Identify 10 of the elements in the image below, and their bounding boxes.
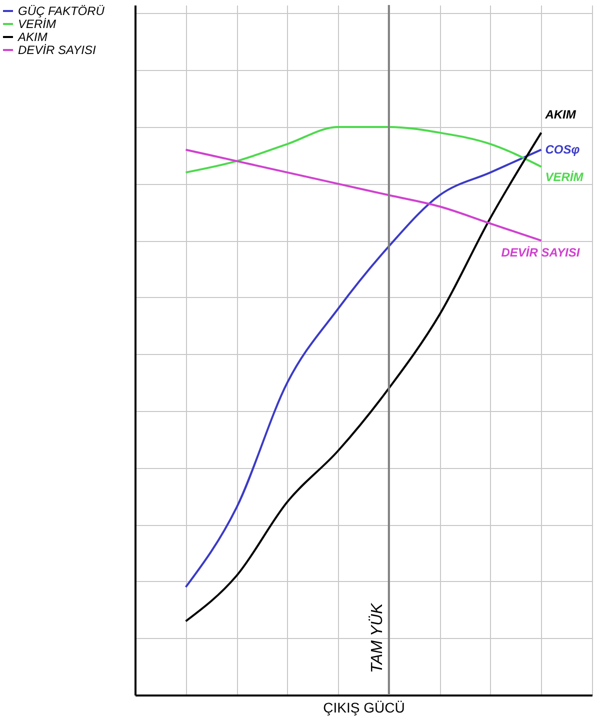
legend-label: DEVİR SAYISI [18,43,96,57]
text: AKIM [544,108,577,122]
annotation: COSφ [545,142,580,157]
legend-label: GÜÇ FAKTÖRÜ [18,4,105,18]
annotation: DEVİR SAYISI [501,246,580,260]
annotation: VERİM [545,170,584,184]
annotation: TAM YÜK [368,602,386,673]
legend-label: VERİM [18,17,56,31]
x-axis-title: ÇIKIŞ GÜCÜ [323,700,405,716]
legend-label: AKIM [17,30,48,44]
